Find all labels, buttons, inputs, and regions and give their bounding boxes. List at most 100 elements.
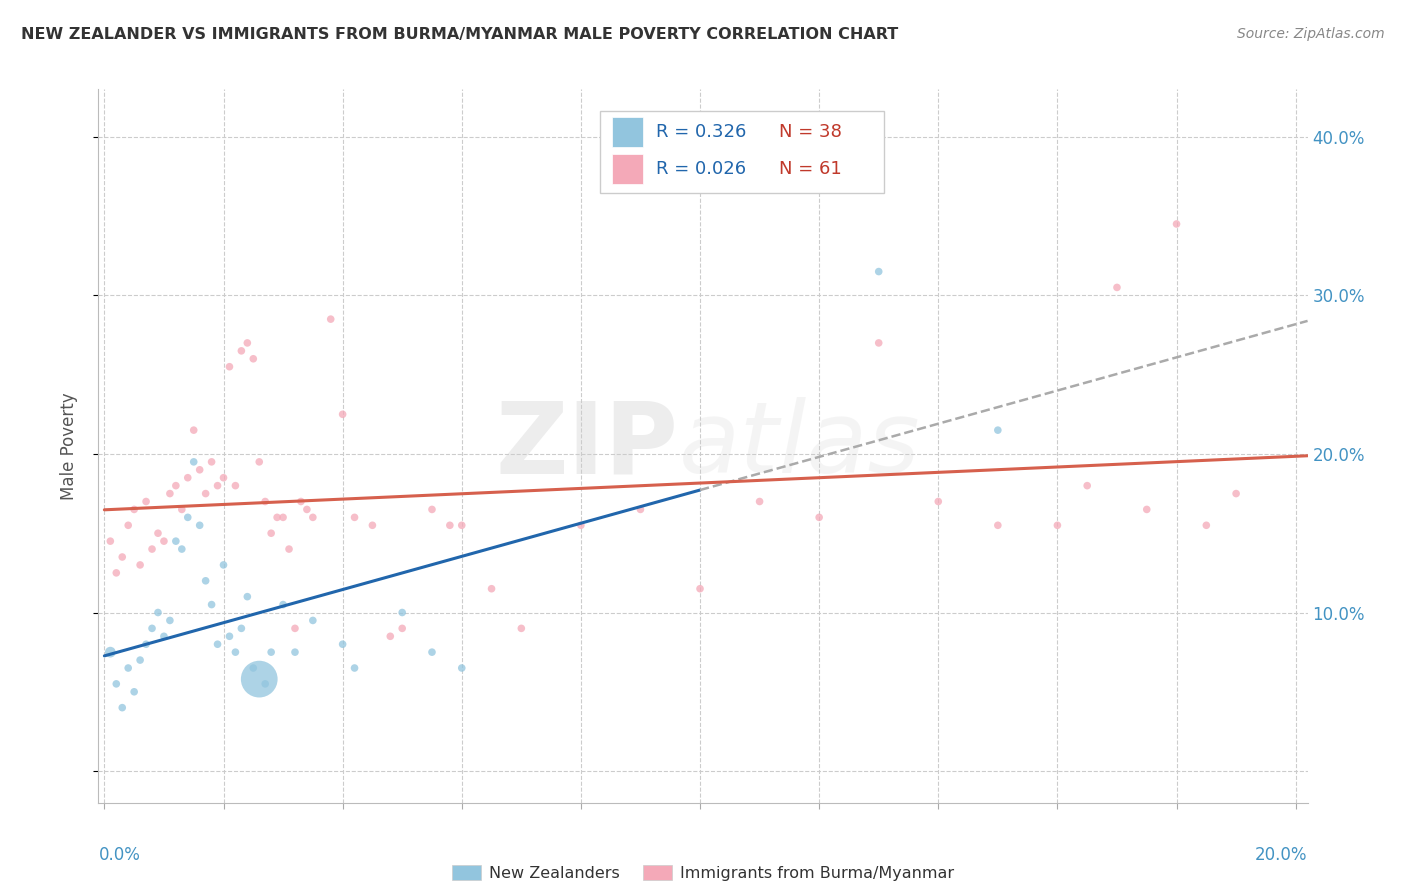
Point bbox=[105, 566, 128, 580]
Point bbox=[380, 629, 402, 643]
Point bbox=[218, 629, 240, 643]
Legend: New Zealanders, Immigrants from Burma/Myanmar: New Zealanders, Immigrants from Burma/My… bbox=[446, 859, 960, 888]
Point bbox=[224, 478, 246, 492]
Point bbox=[450, 518, 472, 533]
Text: Source: ZipAtlas.com: Source: ZipAtlas.com bbox=[1237, 27, 1385, 41]
Point bbox=[284, 621, 307, 635]
Text: 0.0%: 0.0% bbox=[98, 846, 141, 863]
Point bbox=[987, 518, 1010, 533]
Point bbox=[146, 606, 169, 620]
Point bbox=[194, 574, 217, 588]
Point bbox=[159, 614, 181, 628]
Point bbox=[319, 312, 342, 326]
Point bbox=[98, 534, 121, 549]
Point bbox=[135, 494, 157, 508]
Point bbox=[343, 510, 366, 524]
Point bbox=[266, 510, 288, 524]
Point bbox=[153, 629, 176, 643]
Point bbox=[247, 672, 270, 686]
Point bbox=[177, 471, 200, 485]
Point bbox=[271, 510, 294, 524]
Point bbox=[141, 621, 163, 635]
Point bbox=[927, 494, 949, 508]
Point bbox=[135, 637, 157, 651]
Point bbox=[200, 598, 222, 612]
Point bbox=[260, 645, 283, 659]
Text: ZIP: ZIP bbox=[496, 398, 679, 494]
Point bbox=[1195, 518, 1218, 533]
Point bbox=[808, 510, 831, 524]
Point bbox=[177, 510, 200, 524]
Point bbox=[1105, 280, 1128, 294]
Point bbox=[141, 542, 163, 557]
Point bbox=[247, 455, 270, 469]
Point bbox=[271, 598, 294, 612]
Point bbox=[868, 335, 890, 350]
Point bbox=[295, 502, 318, 516]
Point bbox=[569, 518, 592, 533]
Point bbox=[284, 645, 307, 659]
Point bbox=[111, 700, 134, 714]
Point bbox=[290, 494, 312, 508]
Point bbox=[481, 582, 503, 596]
Point bbox=[689, 582, 711, 596]
Point bbox=[165, 534, 187, 549]
Point bbox=[129, 558, 152, 572]
Point bbox=[1046, 518, 1069, 533]
Point bbox=[302, 510, 325, 524]
Point bbox=[1076, 478, 1098, 492]
Point bbox=[510, 621, 533, 635]
Point bbox=[153, 534, 176, 549]
Point bbox=[146, 526, 169, 541]
Point bbox=[212, 471, 235, 485]
Point bbox=[183, 455, 205, 469]
Text: N = 38: N = 38 bbox=[779, 123, 842, 141]
Point bbox=[868, 264, 890, 278]
Point bbox=[242, 351, 264, 366]
Point bbox=[212, 558, 235, 572]
Point bbox=[194, 486, 217, 500]
Point bbox=[420, 502, 443, 516]
Text: atlas: atlas bbox=[679, 398, 921, 494]
Point bbox=[207, 637, 229, 651]
Point bbox=[343, 661, 366, 675]
Point bbox=[218, 359, 240, 374]
Point bbox=[231, 343, 253, 358]
Point bbox=[439, 518, 461, 533]
Point bbox=[420, 645, 443, 659]
Point bbox=[260, 526, 283, 541]
Y-axis label: Male Poverty: Male Poverty bbox=[59, 392, 77, 500]
Point bbox=[332, 407, 354, 421]
Point bbox=[170, 542, 193, 557]
Point bbox=[987, 423, 1010, 437]
Point bbox=[188, 518, 211, 533]
Point bbox=[242, 661, 264, 675]
Point bbox=[98, 645, 121, 659]
Point bbox=[117, 661, 139, 675]
Point bbox=[450, 661, 472, 675]
Point bbox=[117, 518, 139, 533]
Point bbox=[748, 494, 770, 508]
Text: NEW ZEALANDER VS IMMIGRANTS FROM BURMA/MYANMAR MALE POVERTY CORRELATION CHART: NEW ZEALANDER VS IMMIGRANTS FROM BURMA/M… bbox=[21, 27, 898, 42]
Point bbox=[278, 542, 301, 557]
Point bbox=[231, 621, 253, 635]
Bar bbox=[613, 154, 643, 184]
Point bbox=[170, 502, 193, 516]
Text: R = 0.026: R = 0.026 bbox=[655, 161, 747, 178]
Point bbox=[391, 621, 413, 635]
Point bbox=[122, 502, 145, 516]
Point bbox=[224, 645, 246, 659]
Text: N = 61: N = 61 bbox=[779, 161, 842, 178]
Point bbox=[188, 463, 211, 477]
Point bbox=[391, 606, 413, 620]
Point bbox=[159, 486, 181, 500]
Text: R = 0.326: R = 0.326 bbox=[655, 123, 747, 141]
Point bbox=[207, 478, 229, 492]
FancyBboxPatch shape bbox=[600, 111, 884, 193]
Point bbox=[105, 677, 128, 691]
Point bbox=[183, 423, 205, 437]
Point bbox=[200, 455, 222, 469]
Text: 20.0%: 20.0% bbox=[1256, 846, 1308, 863]
Point bbox=[1225, 486, 1247, 500]
Point bbox=[1136, 502, 1159, 516]
